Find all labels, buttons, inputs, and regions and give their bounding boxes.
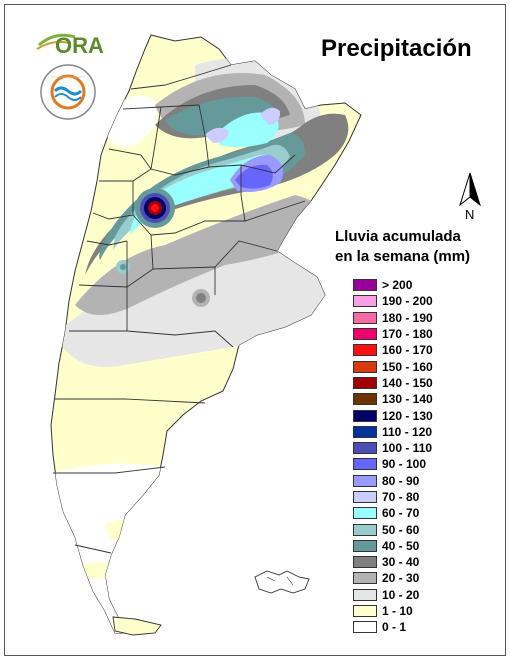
map-frame: Precipitación ORA N Lluvia acumulada en … xyxy=(4,4,506,656)
north-arrow-label: N xyxy=(465,207,474,221)
legend-item: 100 - 110 xyxy=(353,440,433,456)
legend-label: 20 - 30 xyxy=(382,571,420,586)
legend-item: 20 - 30 xyxy=(353,570,433,586)
legend-item: 1 - 10 xyxy=(353,603,433,619)
legend-label: 1 - 10 xyxy=(382,604,413,619)
legend-label: 80 - 90 xyxy=(382,473,420,488)
legend-item: 30 - 40 xyxy=(353,554,433,570)
legend-item: 40 - 50 xyxy=(353,538,433,554)
legend-item: 170 - 180 xyxy=(353,326,433,342)
legend-label: 70 - 80 xyxy=(382,490,420,504)
legend-item: 80 - 90 xyxy=(353,473,433,489)
legend-item: 150 - 160 xyxy=(353,358,433,374)
legend-item: 160 - 170 xyxy=(353,342,433,358)
legend-label: 100 - 110 xyxy=(382,441,433,456)
legend-item: 0 - 1 xyxy=(353,619,433,635)
north-arrow: N xyxy=(457,171,483,226)
legend-swatch xyxy=(353,605,377,618)
legend-swatch xyxy=(353,328,377,341)
legend-swatch xyxy=(353,458,377,471)
legend-title: Lluvia acumulada en la semana (mm) xyxy=(335,227,470,267)
malvinas-islands xyxy=(254,570,310,594)
legend-label: 50 - 60 xyxy=(382,522,420,537)
legend-label: 110 - 120 xyxy=(382,424,433,439)
legend-label: 40 - 50 xyxy=(382,538,420,553)
legend-label: 90 - 100 xyxy=(382,457,427,472)
legend-item: 140 - 150 xyxy=(353,375,433,391)
ora-logo-text: ORA xyxy=(55,33,104,58)
legend-label: 190 - 200 xyxy=(382,294,433,309)
legend-swatch xyxy=(353,474,377,487)
legend-swatch xyxy=(353,621,377,634)
tierra-del-fuego xyxy=(112,616,162,636)
legend-swatch xyxy=(353,409,377,422)
legend-label: 10 - 20 xyxy=(382,587,420,602)
ora-logo: ORA xyxy=(35,27,105,64)
legend-label: > 200 xyxy=(382,278,413,293)
legend-swatch xyxy=(353,442,377,455)
legend-swatch xyxy=(353,523,377,536)
legend-item: 130 - 140 xyxy=(353,391,433,407)
legend-label: 120 - 130 xyxy=(382,408,433,423)
legend-swatch xyxy=(353,393,377,406)
legend-item: 70 - 80 xyxy=(353,489,433,505)
legend-swatch xyxy=(353,311,377,324)
legend-swatch xyxy=(353,344,377,357)
legend-label: 30 - 40 xyxy=(382,555,420,570)
legend-item: 180 - 190 xyxy=(353,310,433,326)
legend-item: 10 - 20 xyxy=(353,587,433,603)
legend-item: 90 - 100 xyxy=(353,456,433,472)
legend-label: 160 - 170 xyxy=(382,343,433,358)
legend-item: 120 - 130 xyxy=(353,407,433,423)
province-boundaries xyxy=(53,64,306,554)
page-title: Precipitación xyxy=(321,35,472,62)
legend-swatch xyxy=(353,425,377,438)
legend-label: 170 - 180 xyxy=(382,327,433,342)
legend-swatch xyxy=(353,360,377,373)
legend-item: 110 - 120 xyxy=(353,424,433,440)
legend: > 200 190 - 200 180 - 190 170 - 180 160 - 17… xyxy=(353,277,433,636)
legend-label: 130 - 140 xyxy=(382,392,433,407)
legend-swatch xyxy=(353,588,377,601)
legend-swatch xyxy=(353,491,377,503)
inta-seal xyxy=(39,63,97,126)
legend-swatch xyxy=(353,295,377,308)
legend-swatch xyxy=(353,539,377,552)
legend-title-line2: en la semana (mm) xyxy=(335,248,471,265)
legend-swatch xyxy=(353,572,377,585)
legend-swatch xyxy=(353,376,377,389)
legend-label: 180 - 190 xyxy=(382,310,433,325)
legend-swatch xyxy=(353,556,377,569)
legend-swatch xyxy=(353,507,377,520)
legend-item: 190 - 200 xyxy=(353,293,433,309)
rainfall-layers xyxy=(51,58,349,633)
legend-item: 50 - 60 xyxy=(353,521,433,537)
legend-swatch xyxy=(353,279,377,292)
legend-item: 60 - 70 xyxy=(353,505,433,521)
legend-label: 140 - 150 xyxy=(382,375,433,390)
legend-item: > 200 xyxy=(353,277,433,293)
legend-title-line1: Lluvia acumulada xyxy=(335,228,461,245)
legend-label: 150 - 160 xyxy=(382,359,433,374)
legend-label: 60 - 70 xyxy=(382,506,420,521)
legend-label: 0 - 1 xyxy=(382,620,407,635)
precipitation-map xyxy=(50,34,362,636)
